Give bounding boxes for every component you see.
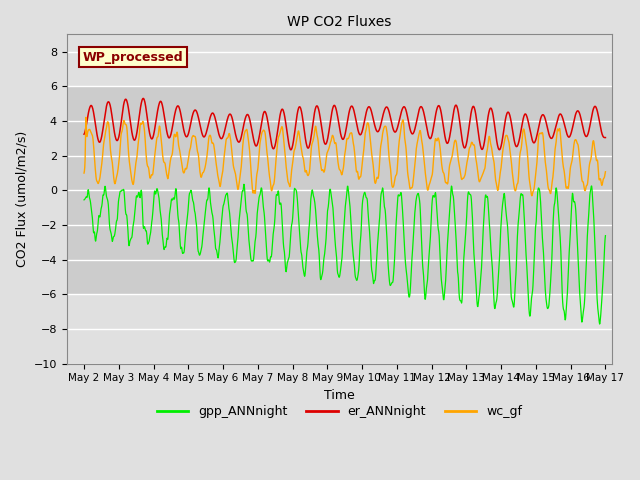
Legend: gpp_ANNnight, er_ANNnight, wc_gf: gpp_ANNnight, er_ANNnight, wc_gf — [152, 400, 527, 423]
Bar — [67, 86, 612, 294]
Y-axis label: CO2 Flux (umol/m2/s): CO2 Flux (umol/m2/s) — [15, 131, 28, 267]
Title: WP CO2 Fluxes: WP CO2 Fluxes — [287, 15, 392, 29]
X-axis label: Time: Time — [324, 389, 355, 402]
Text: WP_processed: WP_processed — [83, 51, 184, 64]
